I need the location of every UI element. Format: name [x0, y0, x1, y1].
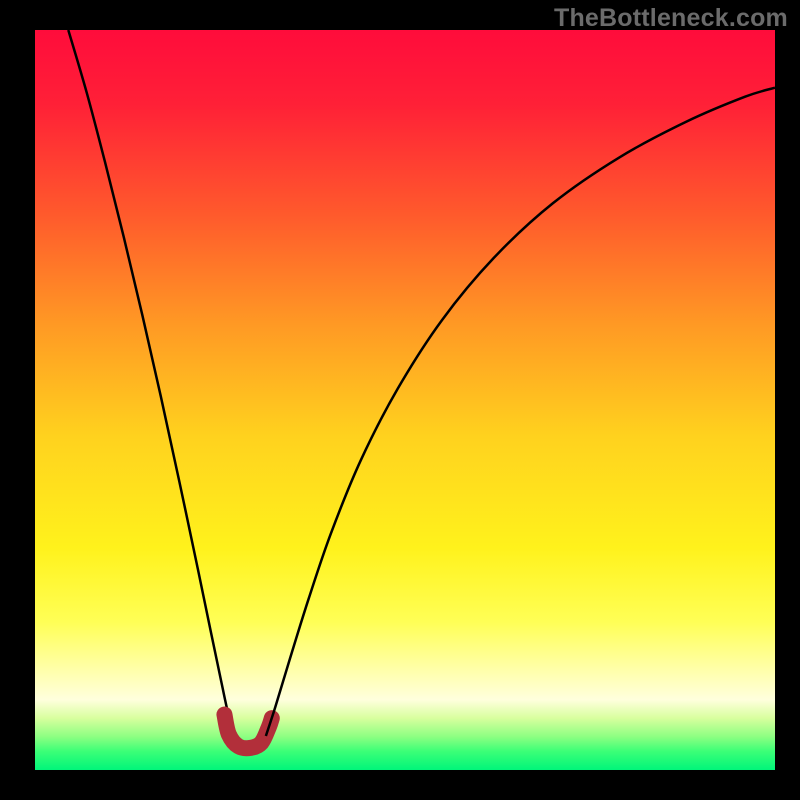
watermark-text: TheBottleneck.com — [554, 4, 788, 33]
bottleneck-chart — [35, 30, 775, 770]
chart-frame: TheBottleneck.com — [0, 0, 800, 800]
plot-background — [35, 30, 775, 770]
